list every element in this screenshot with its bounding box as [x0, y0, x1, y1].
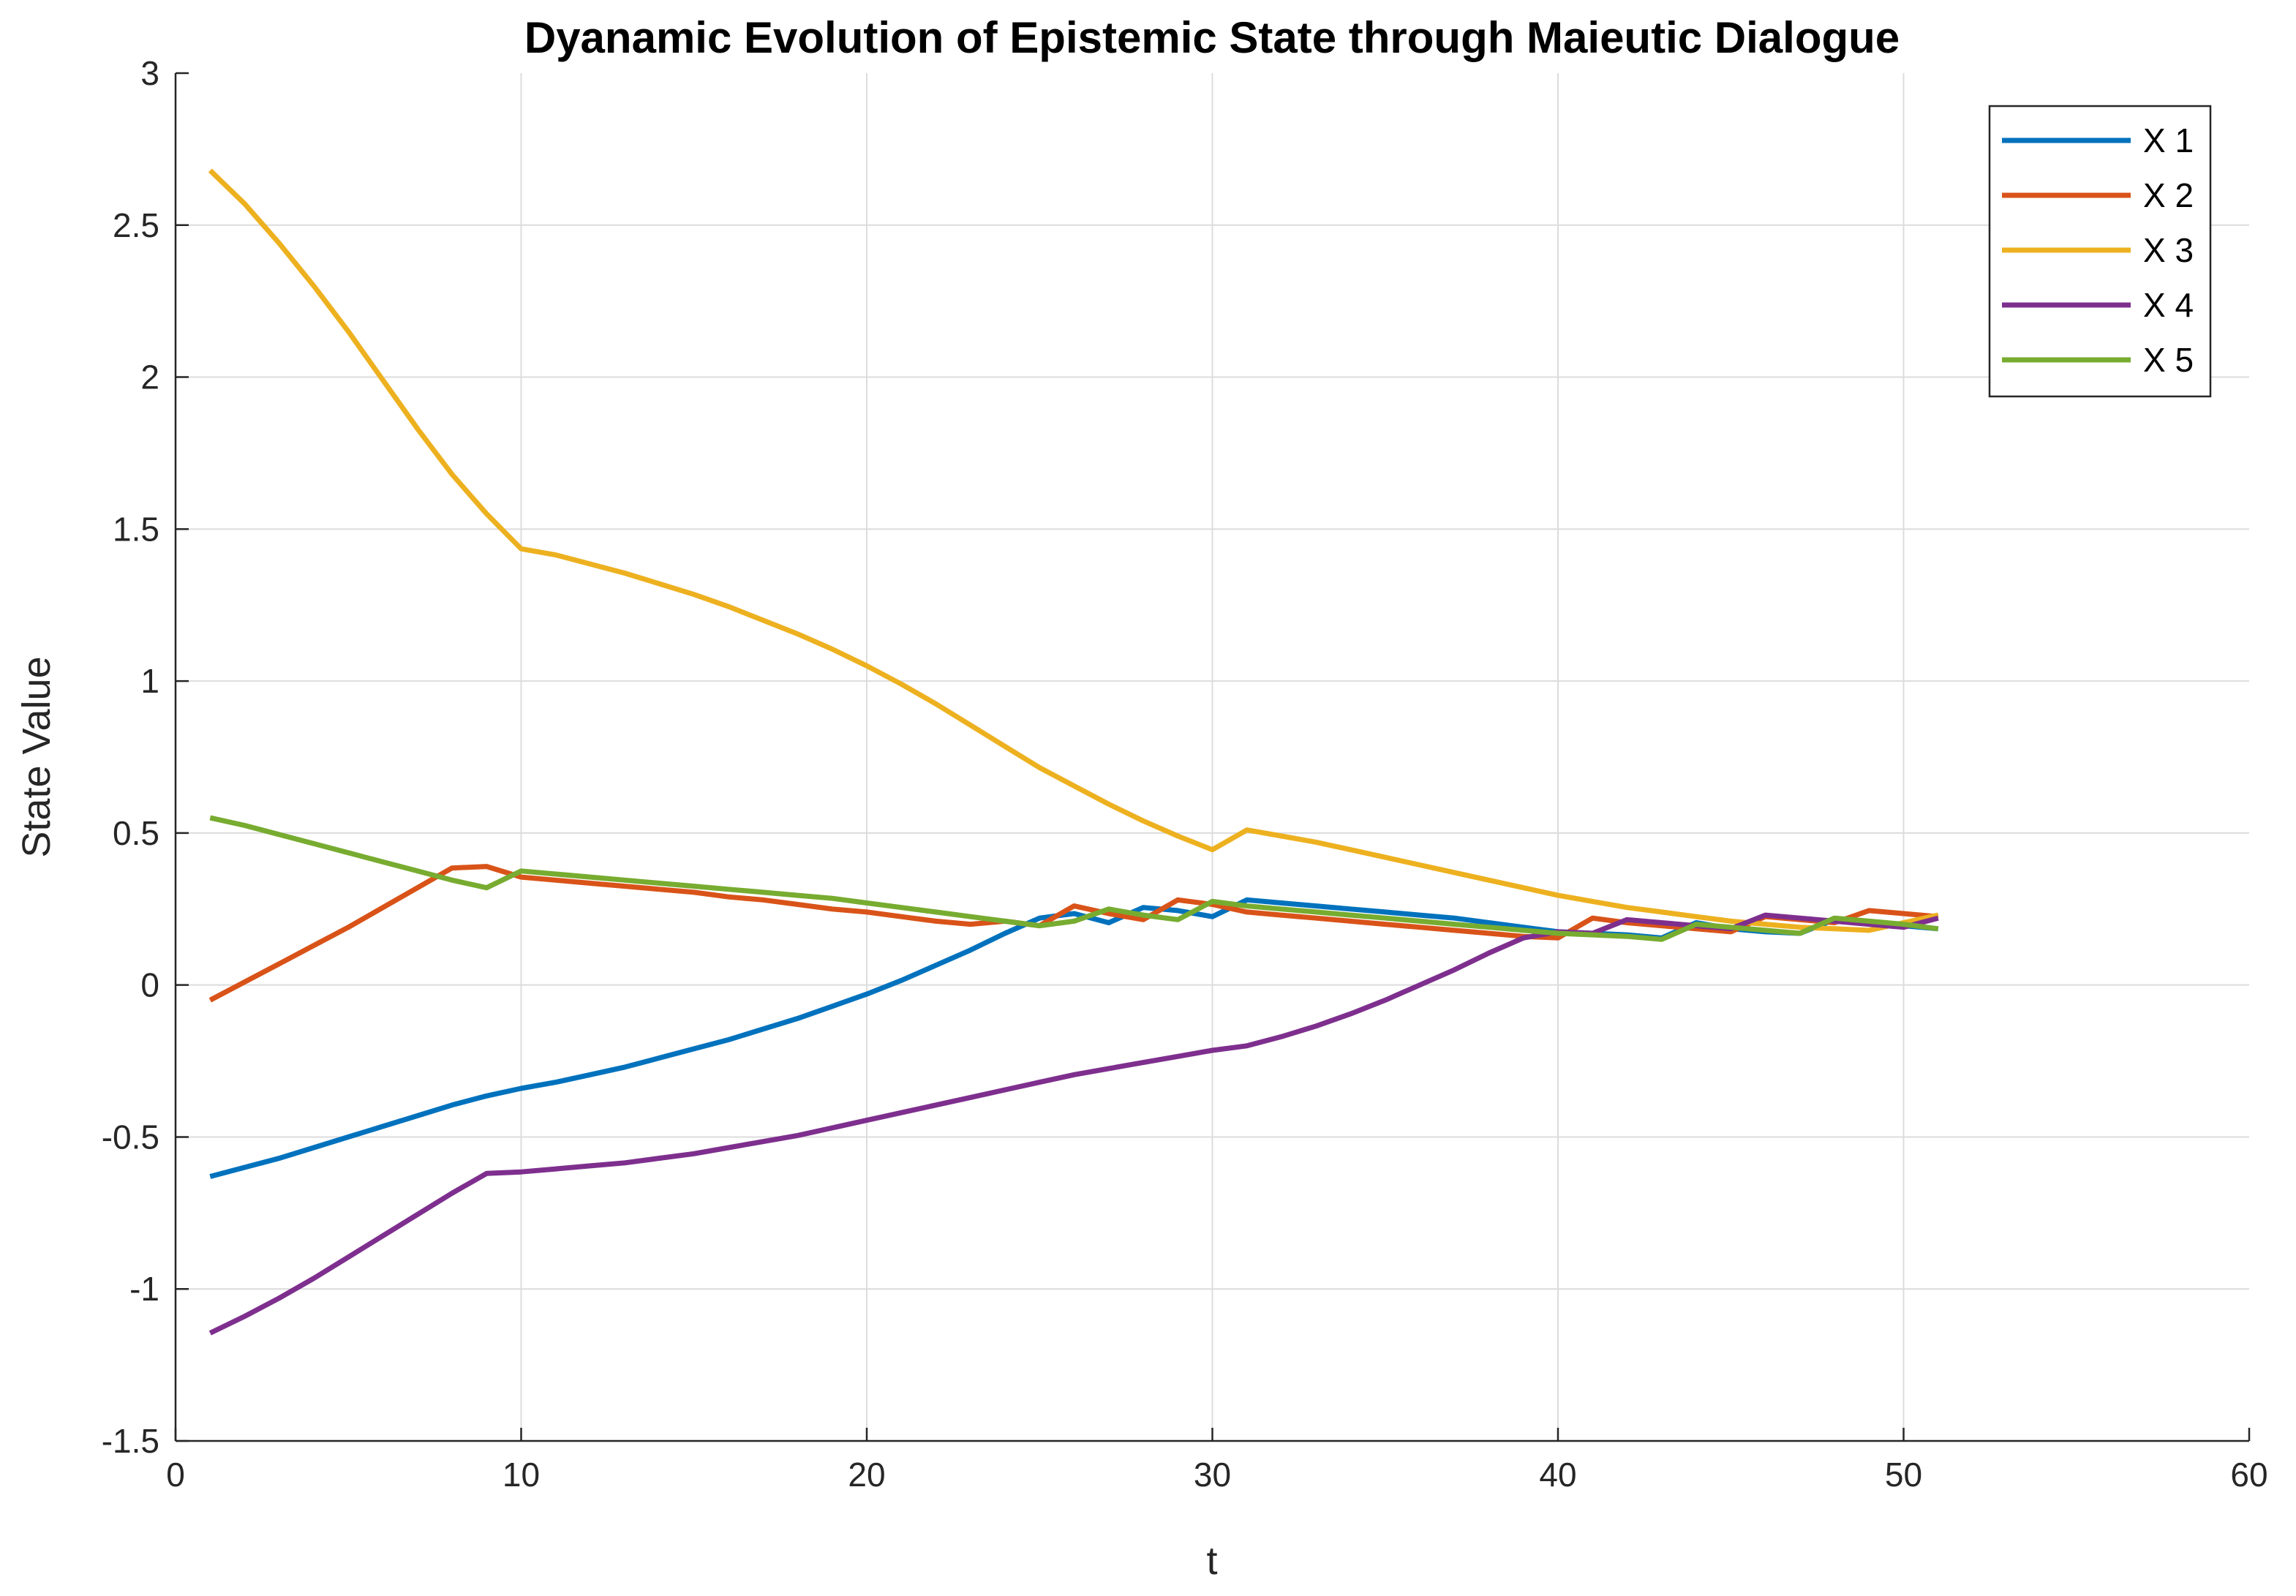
y-gridlines: [176, 224, 2249, 1290]
y-tick-label: -1: [129, 1270, 159, 1308]
x-gridlines: [520, 73, 1905, 1441]
y-tick-label: 1.5: [113, 510, 159, 548]
legend-label-x1: X 1: [2143, 121, 2194, 159]
legend-label-x5: X 5: [2143, 341, 2194, 379]
legend-entries: X 1 X 2 X 3 X 4 X 5: [2002, 121, 2194, 379]
y-tick-label: 1: [140, 662, 159, 700]
x-ticks: 0 10 20 30 40 50 60: [166, 1428, 2268, 1494]
series-line-x2: [208, 864, 1939, 1003]
y-tick-label: -0.5: [102, 1118, 159, 1156]
y-tick-label: -1.5: [102, 1422, 159, 1460]
x-tick-label: 50: [1885, 1456, 1922, 1494]
x-tick-label: 20: [848, 1456, 885, 1494]
y-tick-label: 0: [140, 966, 159, 1004]
legend-label-x4: X 4: [2143, 286, 2194, 324]
series-lines: [208, 168, 1939, 1336]
chart-title: Dyanamic Evolution of Epistemic State th…: [524, 13, 1900, 62]
legend-label-x3: X 3: [2143, 231, 2194, 269]
x-tick-label: 0: [166, 1456, 185, 1494]
series-line-x3: [208, 168, 1939, 933]
x-tick-label: 60: [2230, 1456, 2267, 1494]
y-axis-label: State Value: [15, 656, 59, 857]
series-line-x5: [209, 815, 1939, 942]
x-tick-label: 40: [1539, 1456, 1576, 1494]
y-tick-label: 3: [140, 54, 159, 92]
legend: X 1 X 2 X 3 X 4 X 5: [1988, 105, 2212, 398]
y-ticks: -1.5 -1 -0.5 0 0.5 1 1.5 2 2.5 3: [102, 54, 189, 1460]
x-tick-label: 10: [503, 1456, 540, 1494]
y-tick-label: 2: [140, 358, 159, 396]
legend-label-x2: X 2: [2143, 176, 2194, 214]
y-tick-label: 2.5: [113, 206, 159, 244]
series-line-x4: [208, 912, 1939, 1336]
y-tick-label: 0.5: [113, 814, 159, 852]
x-axis-label: t: [1206, 1539, 1217, 1583]
x-tick-label: 30: [1194, 1456, 1231, 1494]
